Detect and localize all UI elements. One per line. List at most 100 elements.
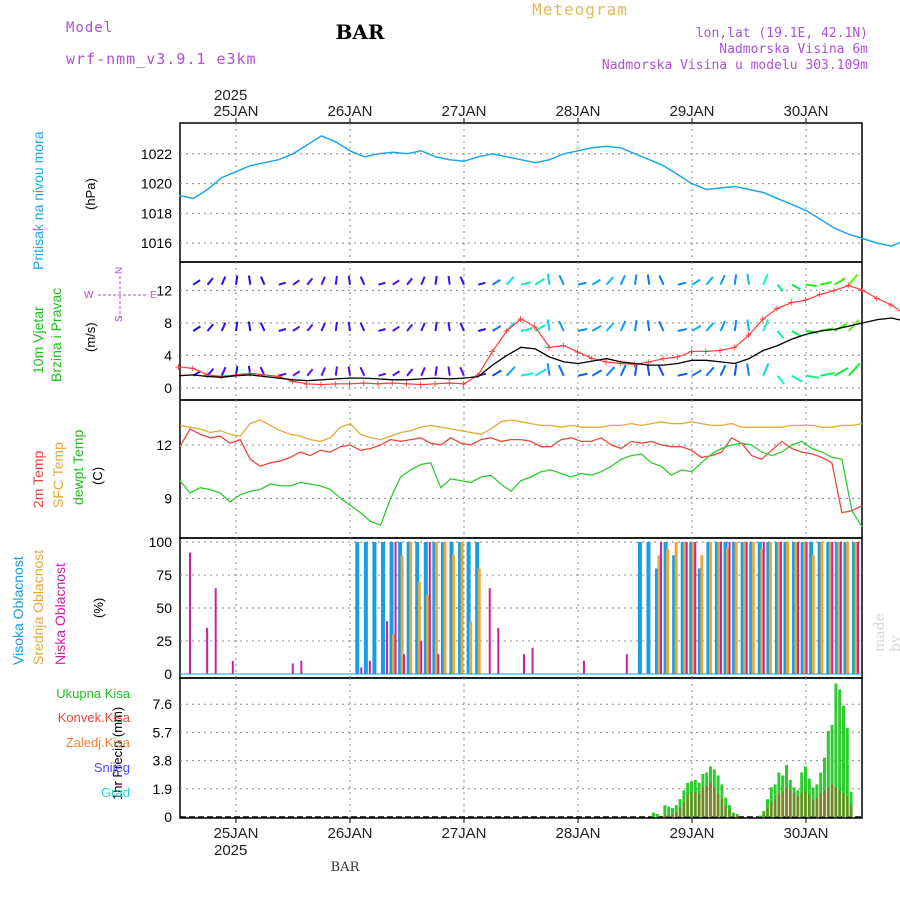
gust-marker: + — [503, 324, 510, 338]
gust-marker: + — [702, 344, 709, 358]
precip-conv-bar — [850, 805, 853, 817]
mid-cloud-bar — [820, 542, 824, 674]
high-cloud-bar — [466, 542, 471, 674]
high-cloud-bar — [637, 542, 642, 674]
wind-arrow — [619, 364, 627, 377]
wind-arrow — [834, 367, 849, 377]
wind-arrow — [506, 366, 516, 377]
wind-arrow — [434, 321, 438, 332]
precip-total-bar — [842, 705, 845, 817]
wind-arrow — [705, 276, 714, 286]
high-cloud-bar — [826, 542, 831, 674]
day-label-bottom: 30JAN — [783, 825, 828, 842]
pressure-ytick: 1020 — [141, 176, 172, 192]
wind-arrow — [705, 322, 715, 332]
wind-arrow — [447, 366, 451, 376]
wind-arrow — [447, 321, 451, 332]
wind-arrow — [347, 321, 351, 332]
temp-ytick: 12 — [156, 437, 172, 453]
mid-cloud-bar — [845, 542, 849, 674]
pressure-ytick: 1016 — [141, 235, 172, 251]
high-cloud-bar — [774, 542, 779, 674]
precip-total-bar — [652, 812, 655, 817]
high-cloud-bar — [689, 542, 694, 674]
wind-arrow — [605, 366, 616, 377]
high-cloud-bar — [723, 542, 728, 674]
low-cloud-bar — [214, 588, 217, 674]
cloud-ytick: 75 — [156, 567, 172, 583]
mid-cloud-bar — [434, 542, 438, 674]
precip-conv-bar — [842, 793, 845, 817]
precip-conv-bar — [827, 787, 830, 817]
precip-conv-bar — [709, 782, 712, 817]
wind-arrow — [746, 319, 750, 332]
low-cloud-bar — [625, 654, 628, 674]
mid-cloud-bar — [726, 548, 730, 674]
wind-arrow — [192, 325, 201, 332]
high-cloud-bar — [843, 542, 848, 674]
low-cloud-bar — [857, 542, 859, 674]
day-label-bottom: 25JAN — [213, 825, 258, 842]
high-cloud-bar — [834, 542, 839, 674]
wind-arrow — [705, 366, 715, 377]
precip-total-bar — [758, 815, 762, 817]
precip-total-bar — [671, 808, 674, 817]
precip-conv-bar — [781, 791, 784, 817]
pressure-ytick: 1022 — [141, 146, 172, 162]
wind-arrow — [359, 322, 366, 332]
precip-conv-bar — [808, 794, 811, 817]
wind-arrow — [235, 365, 239, 376]
precip-conv-bar — [785, 787, 788, 817]
lonlat-label: lon,lat (19.1E, 42.1N) — [695, 26, 868, 41]
wind-arrow — [320, 367, 326, 377]
wind-arrow — [658, 275, 665, 286]
precip-conv-bar — [732, 814, 735, 817]
precip-ytick: 3.8 — [153, 753, 173, 769]
precip-total-bar — [762, 811, 766, 817]
wind-arrow — [791, 283, 801, 291]
low-cloud-bar — [403, 654, 406, 674]
wind-arrow — [719, 364, 727, 377]
temp2m-line — [179, 428, 863, 514]
day-label-bottom: 27JAN — [441, 825, 486, 842]
precip-total-bar — [838, 689, 842, 817]
model-name: wrf-nmm_v3.9.1 e3km — [66, 50, 257, 68]
precip-conv-bar — [736, 815, 739, 817]
gust-marker: + — [531, 320, 538, 334]
precip-conv-bar — [717, 793, 720, 817]
day-label-bottom: 29JAN — [669, 825, 714, 842]
low-cloud-bar — [300, 660, 303, 674]
wind-arrow — [420, 322, 426, 332]
precip-conv-bar — [663, 815, 666, 817]
high-cloud-bar — [809, 542, 814, 674]
wind-arrow — [733, 364, 738, 376]
gust-marker: + — [446, 376, 453, 390]
wind-arrow — [546, 273, 551, 285]
precip-conv-bar — [800, 793, 803, 817]
precip-conv-bar — [812, 799, 815, 817]
wind-arrow — [406, 368, 414, 377]
precip-conv-bar — [766, 808, 769, 817]
high-cloud-bar — [415, 542, 420, 674]
gust-marker: + — [617, 357, 624, 371]
mid-cloud-bar — [683, 542, 687, 674]
wind-arrow — [577, 328, 588, 332]
mid-cloud-bar — [460, 542, 464, 674]
wind-arrow — [733, 319, 738, 332]
wind-arrow — [206, 277, 214, 286]
wind-arrow — [235, 321, 239, 332]
wind-arrow — [347, 366, 351, 376]
gust-marker: + — [289, 374, 296, 388]
gust-marker: + — [603, 355, 610, 369]
day-label-top: 30JAN — [783, 103, 828, 120]
mid-cloud-bar — [794, 542, 798, 674]
gust-marker: + — [360, 376, 367, 390]
wind-arrow — [359, 366, 366, 377]
panel-frame-4 — [179, 677, 863, 819]
low-cloud-bar — [779, 542, 782, 674]
gust-marker: + — [261, 368, 268, 382]
wind-arrow — [420, 276, 426, 286]
gust-marker: + — [232, 368, 239, 382]
high-cloud-bar — [672, 555, 677, 674]
gust-marker: + — [645, 355, 652, 369]
